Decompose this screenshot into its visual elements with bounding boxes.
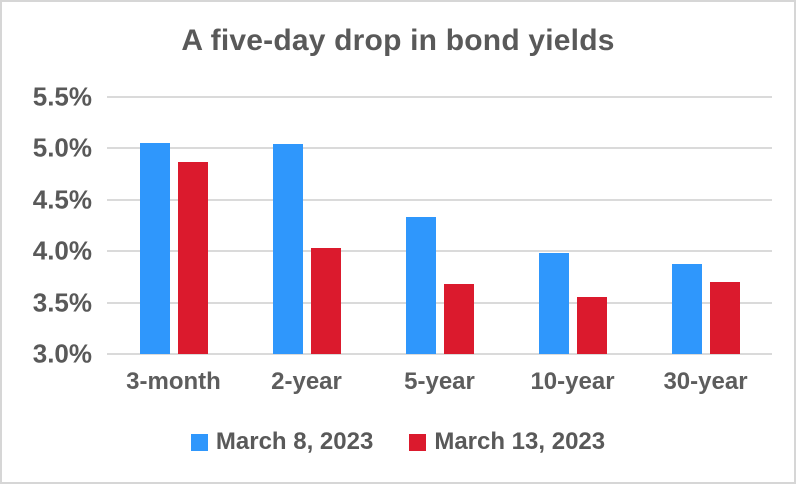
y-tick-label: 3.5% <box>32 287 92 318</box>
y-tick-label: 5.0% <box>32 132 92 163</box>
plot-area: 3-month 2-year 5-year 10-year 30-year <box>107 96 772 395</box>
legend: March 8, 2023 March 13, 2023 <box>2 428 794 456</box>
bar-30-year-march-8 <box>671 263 702 354</box>
bar-5-year-march-8 <box>405 217 436 354</box>
gridline <box>107 198 772 201</box>
bar-10-year-march-8 <box>538 253 569 354</box>
bar-2-year-march-13 <box>310 248 341 354</box>
y-tick-label: 5.5% <box>32 81 92 112</box>
gridline <box>107 301 772 304</box>
bar-3-month-march-8 <box>139 143 170 354</box>
gridline <box>107 250 772 253</box>
legend-label: March 13, 2023 <box>434 428 606 455</box>
legend-swatch-icon <box>409 433 427 451</box>
y-tick-label: 4.5% <box>32 184 92 215</box>
gridline <box>107 353 772 355</box>
bar-30-year-march-13 <box>709 282 740 354</box>
gridline <box>107 147 772 150</box>
x-tick-label-5-year: 5-year <box>404 368 475 395</box>
legend-item-march-8: March 8, 2023 <box>190 428 374 456</box>
legend-label: March 8, 2023 <box>215 428 374 455</box>
chart-title: A five-day drop in bond yields <box>181 24 615 57</box>
legend-item-march-13: March 13, 2023 <box>409 428 605 456</box>
bar-2-year-march-8 <box>272 144 303 354</box>
bar-5-year-march-13 <box>443 284 474 354</box>
bar-3-month-march-13 <box>177 161 208 354</box>
y-tick-label: 3.0% <box>32 338 92 369</box>
bar-10-year-march-13 <box>576 297 607 354</box>
gridline <box>107 96 772 98</box>
legend-swatch-icon <box>190 433 208 451</box>
x-tick-label-2-year: 2-year <box>271 368 342 395</box>
x-tick-label-10-year: 10-year <box>530 368 615 395</box>
x-tick-label-3-month: 3-month <box>126 368 221 395</box>
x-tick-label-30-year: 30-year <box>663 368 748 395</box>
y-tick-label: 4.0% <box>32 235 92 266</box>
y-axis: 5.5% 5.0% 4.5% 4.0% 3.5% 3.0% <box>14 82 92 369</box>
